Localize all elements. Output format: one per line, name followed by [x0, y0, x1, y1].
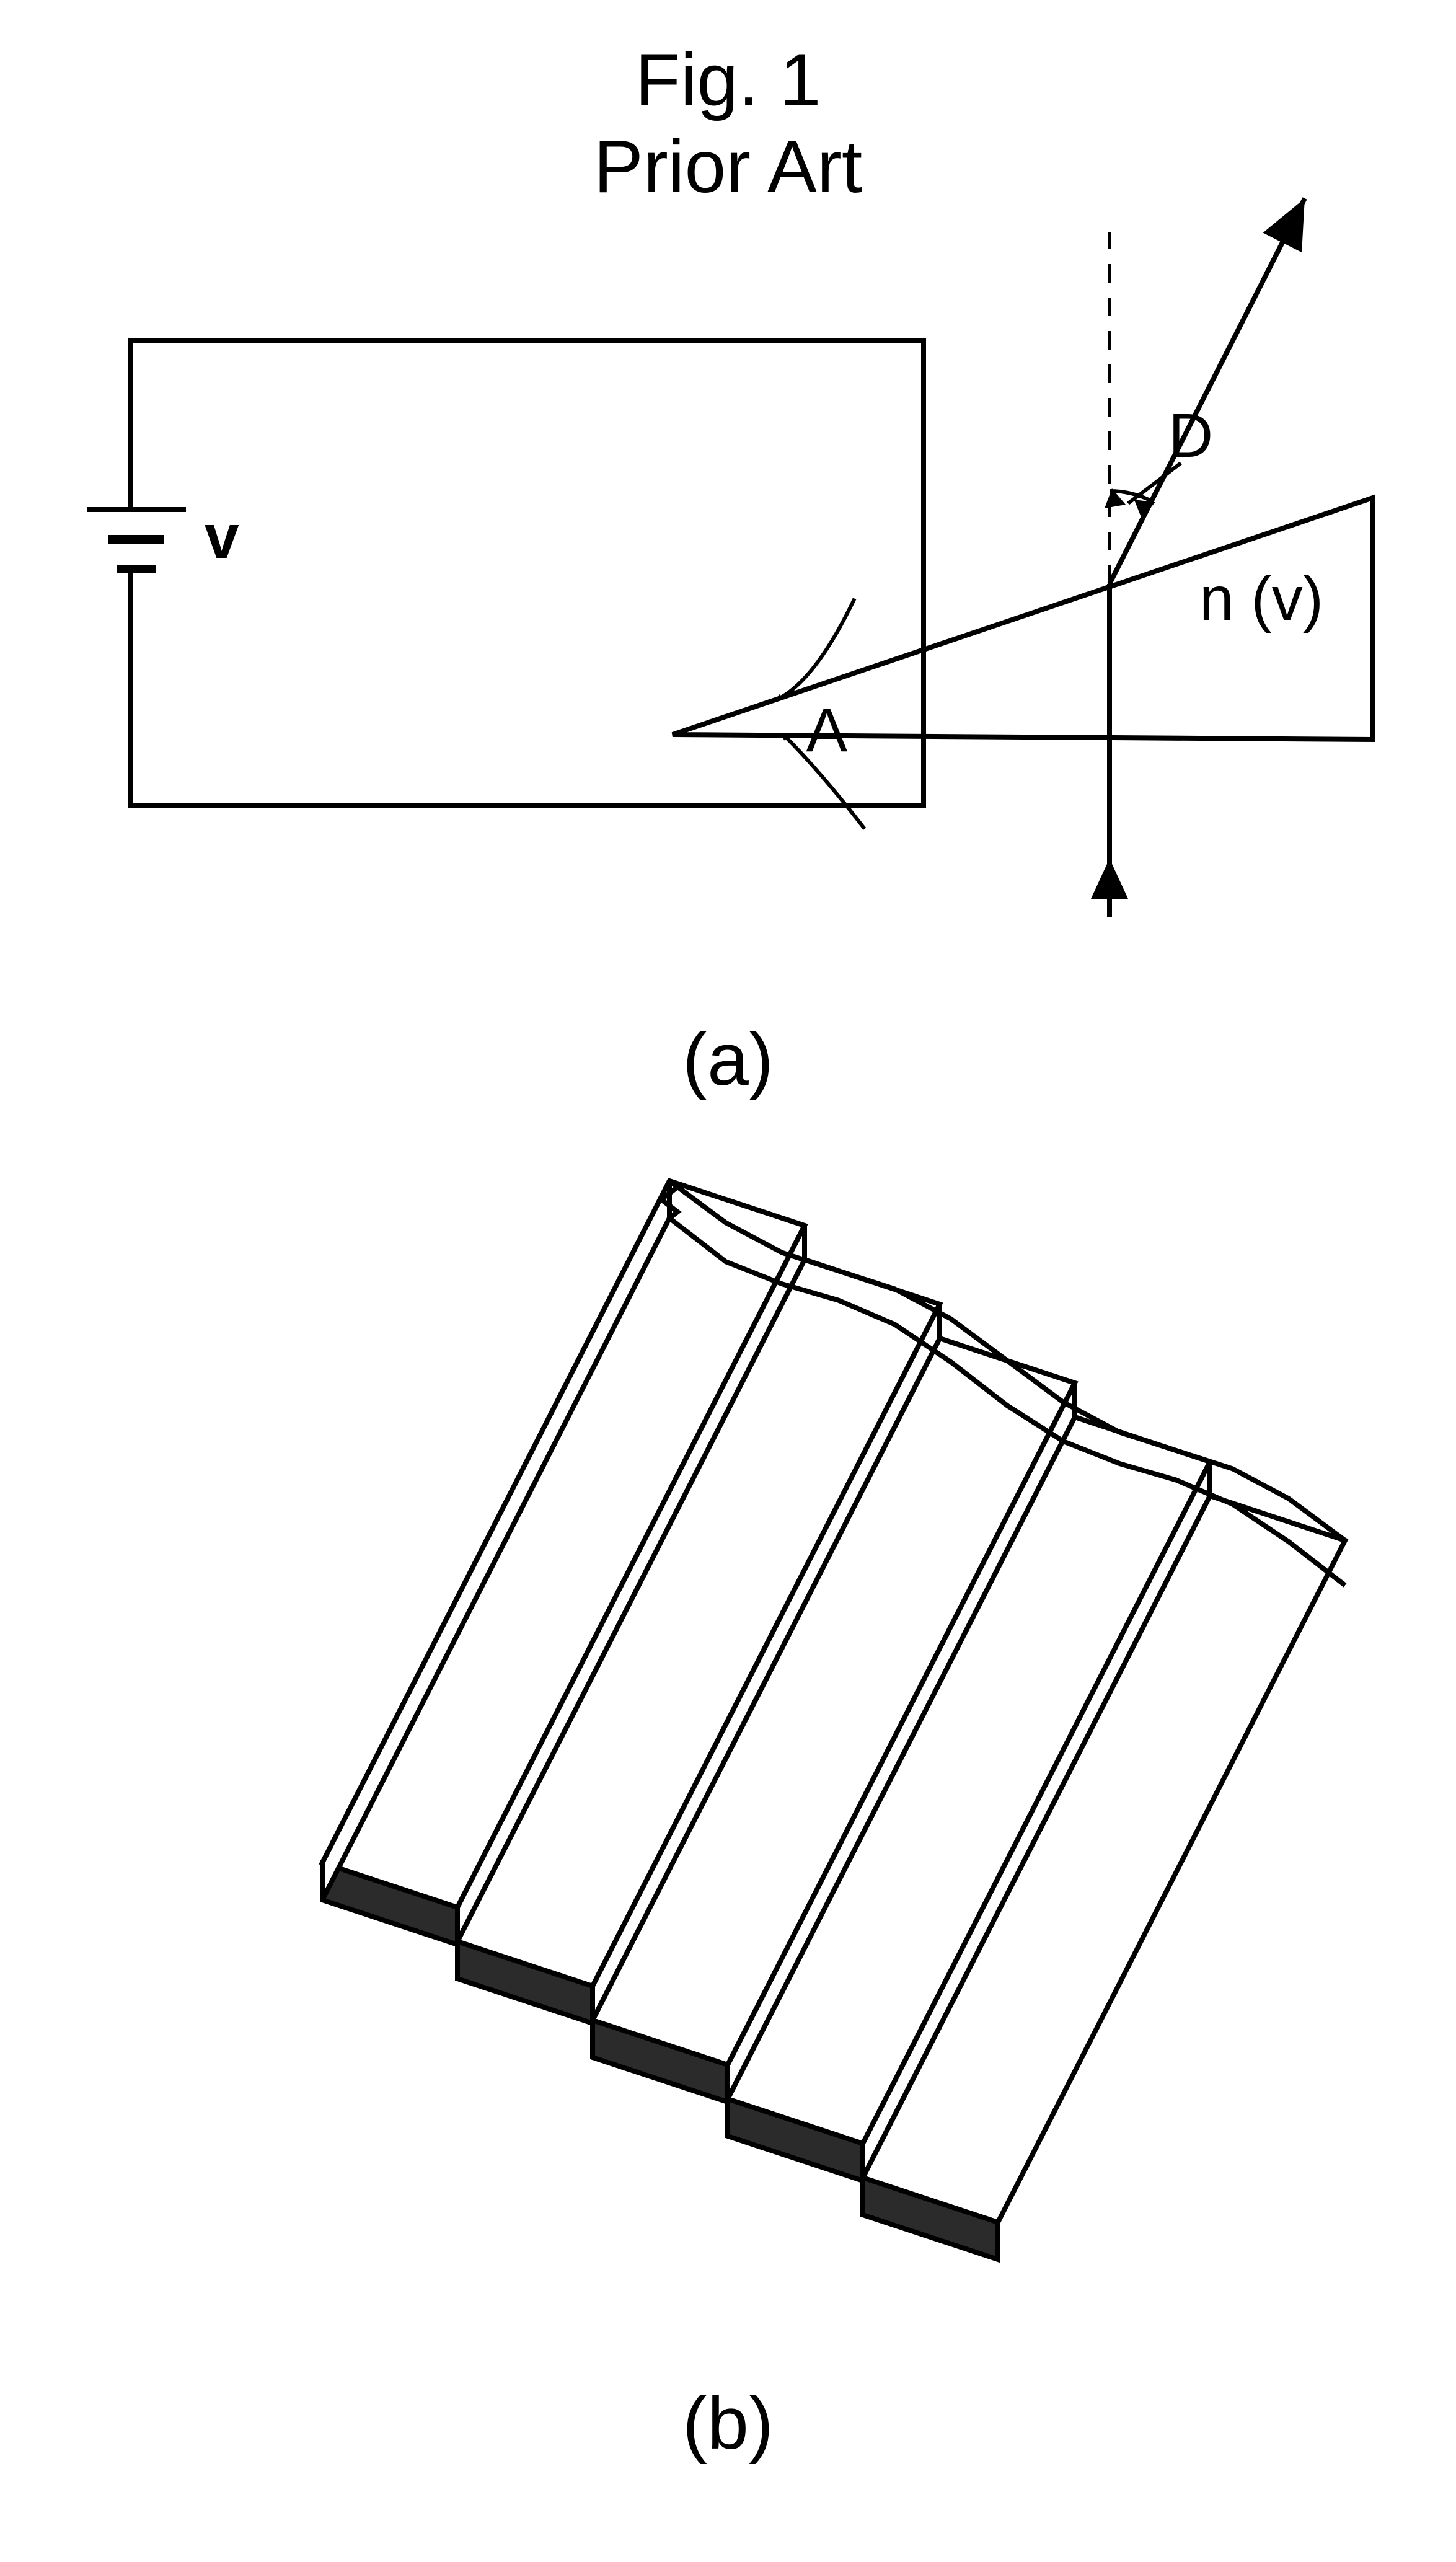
panel-b	[322, 1181, 1345, 2259]
label-d: D	[1168, 401, 1213, 470]
label-v: v	[205, 502, 239, 572]
label-a: A	[806, 696, 848, 765]
panel-a: v n (v) D A	[87, 198, 1373, 917]
label-n: n (v)	[1199, 564, 1323, 634]
incident-ray-arrow-icon	[1091, 859, 1128, 899]
diagram-canvas: v n (v) D A	[0, 0, 1456, 2562]
refracted-ray	[1110, 198, 1305, 584]
